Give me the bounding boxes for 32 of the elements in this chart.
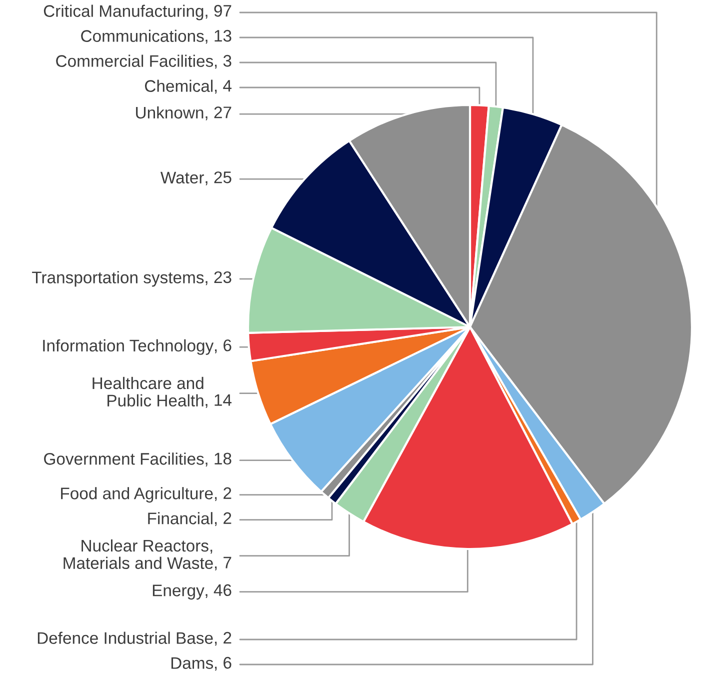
slice-label: Government Facilities — [44, 452, 204, 465]
slice-label: Energy — [152, 584, 204, 600]
slice-label: Chemical — [145, 80, 213, 92]
data-label: , 2 — [214, 487, 232, 502]
data-label: , 27 — [206, 106, 232, 120]
data-label: , 18 — [206, 452, 232, 467]
slice-label: Transportation systems — [32, 271, 204, 287]
slice-label: Water — [160, 172, 204, 184]
data-label: , 6 — [214, 339, 232, 354]
slice-label: Communications — [81, 30, 204, 42]
slice-label: Food and Agriculture — [61, 487, 213, 503]
data-label: , 7 — [214, 556, 232, 570]
data-label: , 6 — [214, 656, 232, 671]
slice-label: Financial — [148, 512, 212, 524]
data-label: , 23 — [206, 271, 232, 286]
data-label: , 46 — [206, 584, 232, 598]
slice-label: Nuclear Reactors, Materials and Waste — [64, 539, 213, 569]
slice-label: Defence Industrial Base — [38, 632, 213, 644]
slice-label: Healthcare and Public Health — [92, 376, 204, 406]
slice-label: Information Technology — [43, 339, 214, 355]
data-label: , 25 — [206, 171, 232, 186]
data-label: , 2 — [214, 632, 232, 646]
slice-label: Commercial Facilities — [56, 54, 214, 67]
data-label: , 2 — [214, 512, 232, 526]
data-label: , 97 — [206, 4, 232, 19]
slice-label: Unknown — [136, 106, 204, 119]
data-label: , 4 — [214, 80, 232, 94]
data-label: , 14 — [206, 394, 232, 408]
slice-label: Dams — [171, 657, 214, 669]
data-label: , 3 — [214, 54, 232, 69]
data-label: , 13 — [206, 30, 232, 44]
slice-label: Critical Manufacturing — [44, 4, 204, 20]
